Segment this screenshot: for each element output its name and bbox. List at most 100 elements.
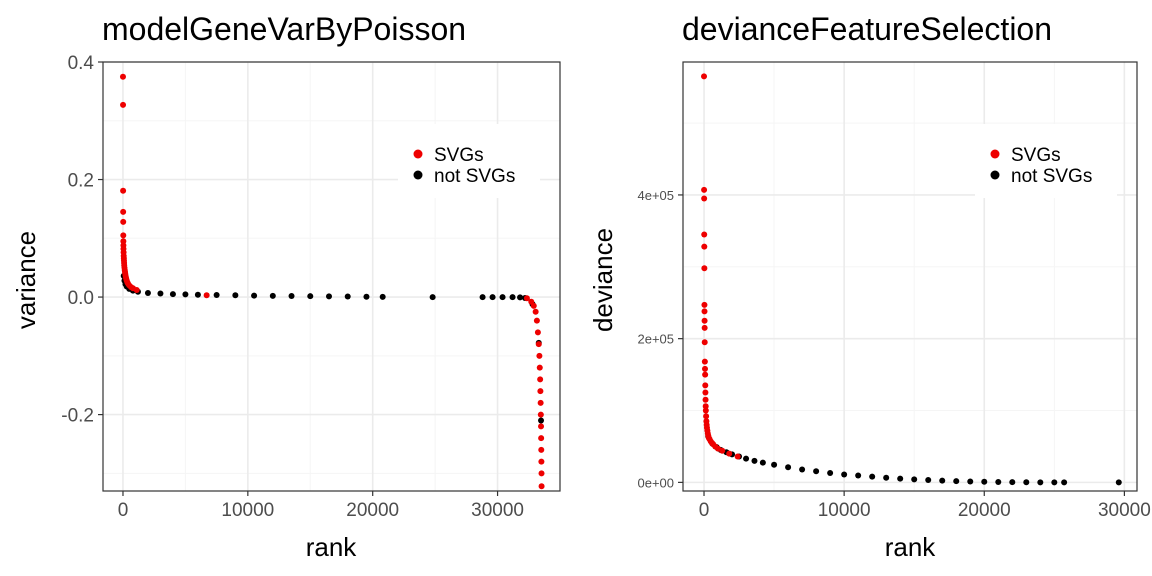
- data-point: [1009, 479, 1016, 486]
- data-point: [701, 195, 708, 202]
- data-point: [536, 352, 543, 359]
- legend-label: not SVGs: [1011, 166, 1092, 187]
- data-point: [701, 243, 708, 250]
- data-point: [499, 294, 506, 301]
- data-point: [203, 292, 210, 299]
- data-point: [883, 474, 890, 481]
- data-point: [701, 186, 708, 193]
- y-axis-title: deviance: [588, 228, 618, 332]
- data-point: [194, 291, 201, 298]
- data-point: [967, 478, 974, 485]
- data-point: [701, 231, 708, 238]
- data-point: [169, 291, 176, 298]
- data-point: [703, 413, 710, 420]
- x-tick-label: 30000: [1098, 500, 1151, 521]
- data-point: [855, 472, 862, 479]
- data-point: [785, 464, 792, 471]
- data-point: [133, 287, 140, 294]
- data-point: [953, 478, 960, 485]
- data-point: [344, 293, 351, 300]
- data-point: [538, 458, 545, 465]
- data-point: [701, 324, 708, 331]
- data-point: [702, 389, 709, 396]
- y-tick-label: 2e+05: [637, 332, 674, 347]
- data-point: [702, 371, 709, 378]
- data-point: [1051, 479, 1058, 486]
- data-point: [269, 292, 276, 299]
- legend-key: [413, 170, 423, 180]
- x-tick-label: 20000: [346, 500, 399, 521]
- data-point: [119, 73, 126, 80]
- x-tick-label: 0: [699, 500, 710, 521]
- data-point: [939, 477, 946, 484]
- data-point: [1061, 479, 1068, 486]
- data-point: [538, 483, 545, 490]
- data-point: [232, 292, 239, 299]
- data-point: [1115, 479, 1122, 486]
- x-tick-label: 0: [118, 500, 129, 521]
- data-point: [701, 265, 708, 272]
- data-point: [157, 290, 164, 297]
- x-tick-label: 10000: [221, 500, 274, 521]
- data-point: [379, 293, 386, 300]
- data-point: [120, 101, 127, 108]
- data-point: [813, 468, 820, 475]
- chart-title: modelGeneVarByPoisson: [102, 11, 466, 47]
- data-point: [981, 478, 988, 485]
- data-point: [120, 218, 127, 225]
- data-point: [120, 208, 127, 215]
- data-point: [702, 382, 709, 389]
- data-point: [534, 329, 541, 336]
- data-point: [509, 294, 516, 301]
- legend-key: [990, 170, 1000, 180]
- y-tick-label: -0.2: [61, 406, 94, 427]
- data-point: [213, 292, 220, 299]
- data-point: [489, 294, 496, 301]
- data-point: [702, 407, 709, 414]
- data-point: [726, 450, 733, 457]
- x-tick-label: 30000: [471, 500, 524, 521]
- data-point: [701, 308, 708, 315]
- chart-deviance-panel: devianceFeatureSelection deviance rank 0…: [588, 11, 1151, 562]
- data-point: [307, 293, 314, 300]
- y-tick-label: 0e+00: [637, 475, 674, 490]
- data-point: [530, 302, 537, 309]
- data-point: [536, 364, 543, 371]
- data-point: [897, 475, 904, 482]
- legend-label: SVGs: [1011, 145, 1061, 166]
- y-axis-title: variance: [11, 231, 41, 329]
- data-point: [144, 289, 151, 296]
- data-point: [911, 476, 918, 483]
- data-point: [517, 294, 524, 301]
- data-point: [538, 470, 545, 477]
- data-point: [734, 453, 741, 460]
- data-point: [701, 301, 708, 308]
- data-point: [182, 291, 189, 298]
- data-point: [251, 292, 258, 299]
- y-tick-label: 0.2: [68, 171, 94, 192]
- data-point: [771, 461, 778, 468]
- data-point: [523, 295, 530, 302]
- x-axis-title: rank: [306, 532, 358, 562]
- x-tick-label: 20000: [958, 500, 1011, 521]
- data-point: [701, 73, 708, 80]
- data-point: [827, 470, 834, 477]
- data-point: [1037, 479, 1044, 486]
- legend-key: [413, 149, 423, 159]
- data-point: [538, 423, 545, 430]
- panel-border: [682, 61, 1138, 492]
- data-point: [537, 388, 544, 395]
- data-point: [869, 473, 876, 480]
- data-point: [701, 365, 708, 372]
- data-point: [995, 479, 1002, 486]
- data-point: [533, 317, 540, 324]
- data-point: [537, 399, 544, 406]
- data-point: [701, 317, 708, 324]
- y-tick-label: 0.4: [68, 53, 95, 74]
- data-point: [479, 294, 486, 301]
